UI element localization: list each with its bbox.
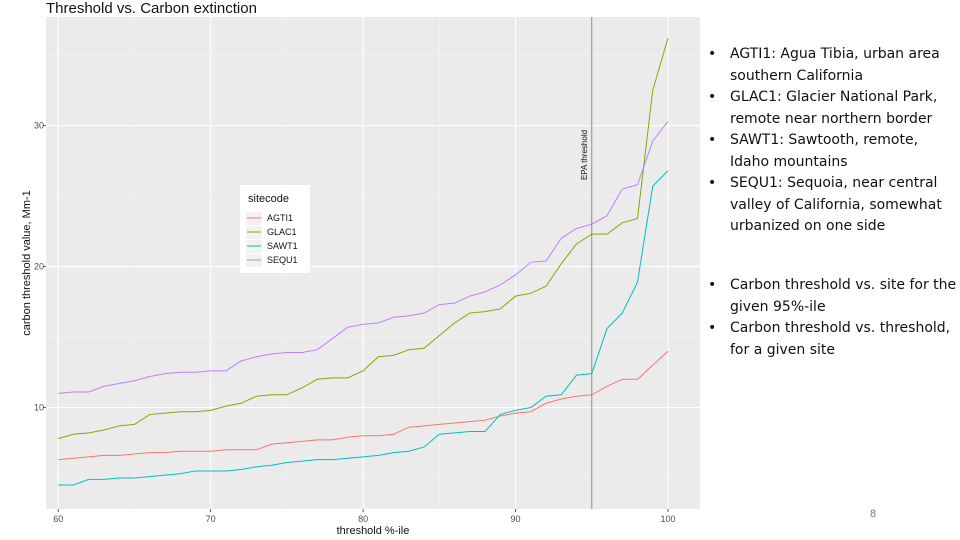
legend-label-sequ1: SEQU1 [267,255,298,265]
epa-threshold-label: EPA threshold [580,130,589,180]
x-tick-label: 60 [53,514,63,524]
y-axis-title: carbon threshold value, Mm-1 [21,190,33,336]
page-number: 8 [870,508,877,520]
x-tick-label: 100 [660,514,675,524]
bullet-glac1: GLAC1: Glacier National Park, remote nea… [708,87,960,130]
chart-title: Threshold vs. Carbon extinction [46,0,257,17]
x-tick-label: 70 [206,514,216,524]
legend-items: AGTI1 GLAC1 SAWT1 SEQU1 [246,212,298,267]
legend-label-sawt1: SAWT1 [267,241,298,251]
series-layer [58,38,669,486]
plot-panel [46,17,700,509]
x-axis-ticks: 60 70 80 90 100 [53,509,676,524]
x-tick-label: 80 [358,514,368,524]
legend: sitecode AGTI1 GLAC1 SAWT1 SEQU1 [240,185,310,273]
legend-label-agti1: AGTI1 [267,213,293,223]
bullet-sawt1: SAWT1: Sawtooth, remote, Idaho mountains [708,130,960,173]
bullet-sequ1: SEQU1: Sequoia, near central valley of C… [708,173,960,238]
series-line-glac1 [58,38,669,439]
grid-major [46,17,700,509]
series-line-sequ1 [58,121,669,394]
bullet-threshold-vs-threshold: Carbon threshold vs. threshold, for a gi… [708,318,960,361]
bullet-agti1: AGTI1: Agua Tibia, urban area southern C… [708,44,960,87]
x-tick-label: 90 [511,514,521,524]
series-line-agti1 [58,350,669,461]
analysis-notes-list: Carbon threshold vs. site for the given … [708,275,960,361]
site-description-list: AGTI1: Agua Tibia, urban area southern C… [708,44,960,238]
legend-label-glac1: GLAC1 [267,227,297,237]
epa-threshold-layer: EPA threshold [580,17,593,509]
series-line-sawt1 [58,170,669,486]
y-tick-label: 30 [34,121,44,131]
y-axis-ticks: 10 20 30 [34,121,46,412]
legend-title: sitecode [248,193,289,205]
x-axis-title: threshold %-ile [337,525,410,537]
y-tick-label: 20 [34,262,44,272]
bullet-threshold-vs-site: Carbon threshold vs. site for the given … [708,275,960,318]
chart-svg: EPA threshold 60 70 80 90 100 10 20 30 thresho… [21,17,700,537]
y-tick-label: 10 [34,402,44,412]
